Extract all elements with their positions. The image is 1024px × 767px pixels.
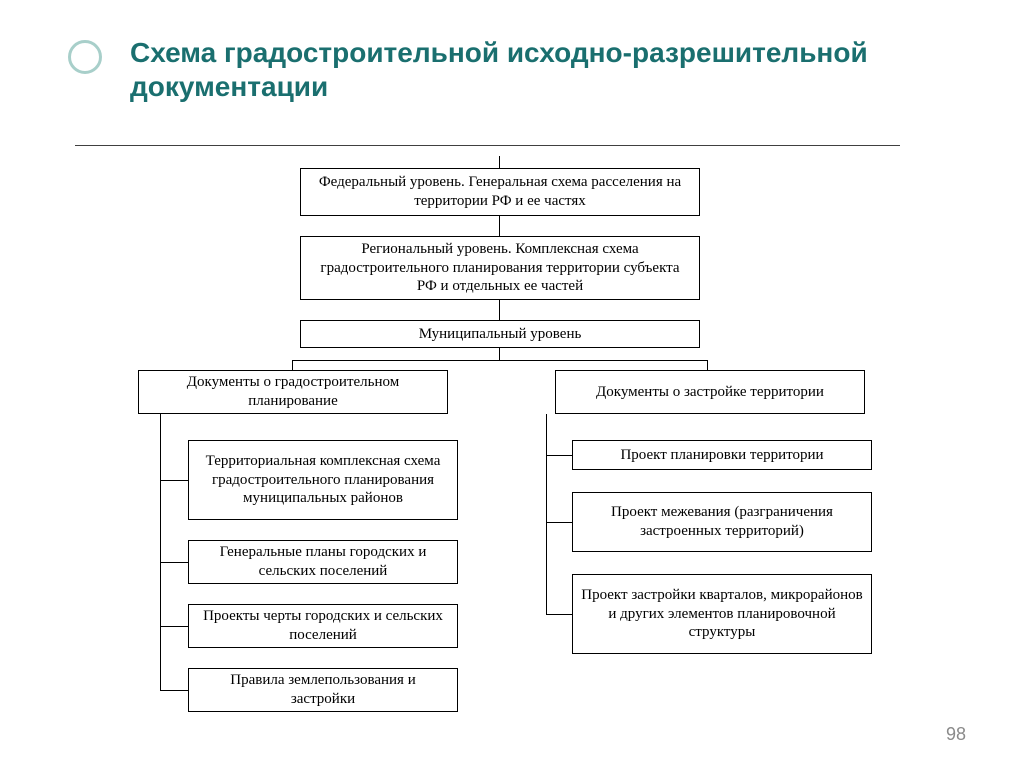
node-right-2: Проект межевания (разграничения застроен… <box>572 492 872 552</box>
connector <box>160 626 188 627</box>
node-plan-docs: Документы о градостроительном планирован… <box>138 370 448 414</box>
connector <box>707 360 708 370</box>
node-right-1: Проект планировки территории <box>572 440 872 470</box>
connector <box>160 414 161 690</box>
title-bullet-icon <box>68 40 102 74</box>
node-left-4: Правила землепользования и застройки <box>188 668 458 712</box>
connector <box>546 414 547 614</box>
connector <box>499 156 500 168</box>
page-number: 98 <box>946 724 966 745</box>
connector <box>499 300 500 320</box>
slide: Схема градостроительной исходно-разрешит… <box>0 0 1024 767</box>
title-underline <box>75 145 900 146</box>
connector <box>160 480 188 481</box>
connector <box>546 455 572 456</box>
connector <box>292 360 293 370</box>
connector <box>160 562 188 563</box>
node-right-3: Проект застройки кварталов, микрорайонов… <box>572 574 872 654</box>
connector <box>292 360 708 361</box>
node-regional: Региональный уровень. Комплексная схема … <box>300 236 700 300</box>
connector <box>546 522 572 523</box>
node-left-2: Генеральные планы городских и сельских п… <box>188 540 458 584</box>
connector <box>546 614 572 615</box>
slide-title: Схема градостроительной исходно-разрешит… <box>130 36 900 103</box>
node-build-docs: Документы о застройке территории <box>555 370 865 414</box>
node-federal: Федеральный уровень. Генеральная схема р… <box>300 168 700 216</box>
connector <box>499 216 500 236</box>
node-municipal: Муниципальный уровень <box>300 320 700 348</box>
connector <box>160 690 188 691</box>
node-left-3: Проекты черты городских и сельских посел… <box>188 604 458 648</box>
node-left-1: Территориальная комплексная схема градос… <box>188 440 458 520</box>
connector <box>499 348 500 360</box>
